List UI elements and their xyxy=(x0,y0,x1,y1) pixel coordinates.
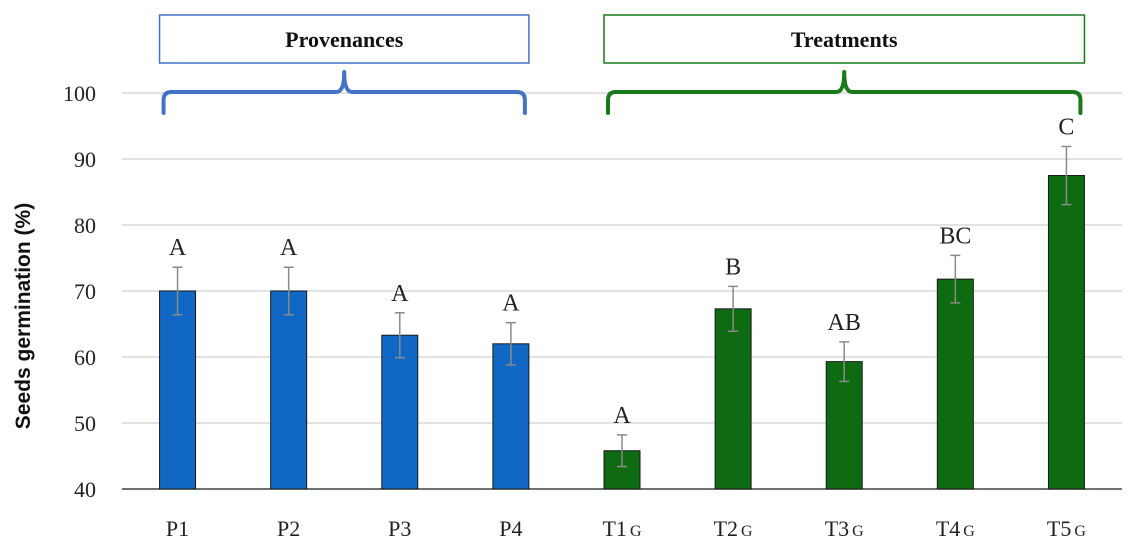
significance-label: C xyxy=(1058,114,1074,140)
x-tick-label: T2 G xyxy=(714,516,753,541)
x-tick-label-main: T1 xyxy=(602,516,626,541)
y-tick-label: 100 xyxy=(63,81,96,106)
bar xyxy=(936,278,974,490)
group-title: Treatments xyxy=(791,27,898,52)
bar xyxy=(159,290,197,490)
x-tick-label-subscript: G xyxy=(630,523,642,540)
x-tick-label: P4 xyxy=(499,516,522,541)
bar xyxy=(714,308,752,490)
significance-label: B xyxy=(725,254,741,280)
x-tick-label: P2 xyxy=(277,516,300,541)
y-tick-label: 50 xyxy=(74,411,96,436)
x-tick-label-main: P3 xyxy=(388,516,411,541)
x-tick-label-main: T3 xyxy=(825,516,849,541)
x-tick-label-subscript: G xyxy=(741,523,753,540)
x-tick-label-subscript: G xyxy=(852,523,864,540)
x-tick-label-main: T2 xyxy=(714,516,738,541)
group-title-box xyxy=(603,14,1086,64)
x-tick-label: T1 G xyxy=(602,516,641,541)
bar xyxy=(270,290,308,490)
x-tick-label-main: P2 xyxy=(277,516,300,541)
x-tick-label-subscript: G xyxy=(963,523,975,540)
x-tick-label-main: P1 xyxy=(166,516,189,541)
y-tick-label: 70 xyxy=(74,279,96,304)
group-layer: Provenances Treatments xyxy=(158,14,1086,115)
x-tick-label-main: P4 xyxy=(499,516,522,541)
y-tick-label: 60 xyxy=(74,345,96,370)
group-bracket xyxy=(161,70,527,115)
bar xyxy=(1047,175,1085,490)
x-tick-label: P3 xyxy=(388,516,411,541)
y-axis-label: Seeds germination (%) xyxy=(12,203,35,429)
y-tick-label: 40 xyxy=(74,477,96,502)
x-tick-label: T3 G xyxy=(825,516,864,541)
y-tick-label: 80 xyxy=(74,213,96,238)
group-title: Provenances xyxy=(285,27,404,52)
y-tick-label: 90 xyxy=(74,147,96,172)
group-title-box xyxy=(158,14,530,64)
significance-label: BC xyxy=(939,223,971,249)
significance-label: AB xyxy=(828,310,861,336)
significance-label: A xyxy=(280,235,298,261)
x-tick-label-main: T5 xyxy=(1047,516,1071,541)
group-bracket xyxy=(606,70,1083,115)
x-tick-label: P1 xyxy=(166,516,189,541)
x-tick-label: T5 G xyxy=(1047,516,1086,541)
x-tick-label-subscript: G xyxy=(1074,523,1086,540)
significance-label: A xyxy=(502,291,520,317)
significance-label: A xyxy=(391,281,409,307)
significance-label: A xyxy=(613,403,631,429)
x-tick-label: T4 G xyxy=(936,516,975,541)
bar xyxy=(825,361,863,490)
bar xyxy=(492,343,530,490)
x-tick-label-main: T4 xyxy=(936,516,960,541)
significance-label: A xyxy=(169,235,187,261)
bar xyxy=(381,334,419,490)
